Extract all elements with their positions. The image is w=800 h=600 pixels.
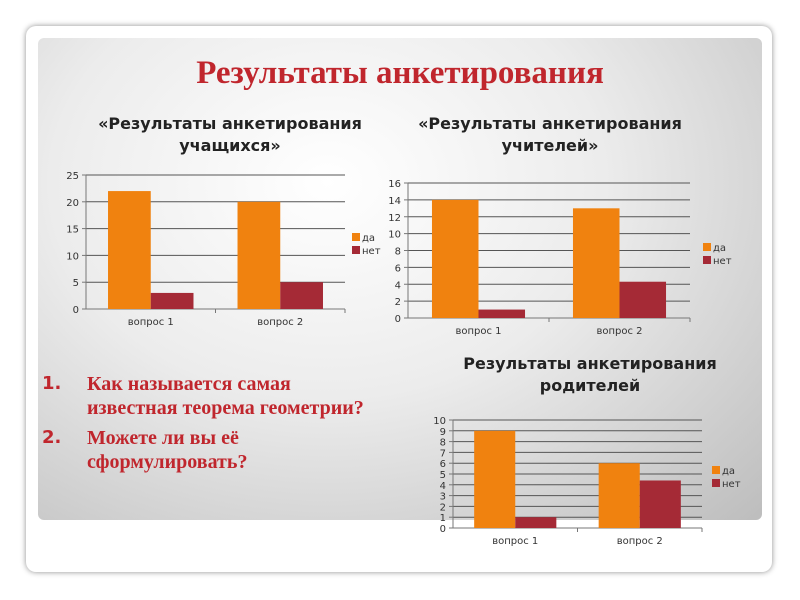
y-tick-label: 12	[388, 213, 401, 224]
slide-panel	[38, 38, 762, 520]
y-tick-label: 10	[66, 251, 79, 262]
bar-net	[150, 292, 194, 309]
y-tick-label: 7	[440, 448, 446, 459]
y-tick-label: 4	[440, 481, 446, 492]
y-tick-label: 0	[395, 314, 401, 325]
bar-da	[572, 208, 620, 318]
y-tick-label: 14	[388, 196, 401, 207]
y-tick-label: 3	[440, 492, 446, 503]
question-item: 2. Можете ли вы её сформулировать?	[42, 426, 372, 474]
y-tick-label: 0	[73, 305, 79, 316]
bar-net	[639, 480, 681, 528]
legend-swatch	[712, 466, 720, 474]
legend-swatch	[352, 233, 360, 241]
y-tick-label: 25	[66, 171, 79, 182]
legend-label: да	[722, 466, 735, 477]
legend-swatch	[703, 243, 711, 251]
y-tick-label: 5	[440, 470, 446, 481]
y-tick-label: 16	[388, 179, 401, 190]
chart-title-students: «Результаты анкетирования учащихся»	[98, 114, 362, 155]
bar-net	[280, 282, 323, 309]
y-tick-label: 1	[440, 513, 446, 524]
y-tick-label: 15	[66, 225, 79, 236]
x-tick-label: вопрос 1	[492, 536, 538, 547]
legend-swatch	[352, 246, 360, 254]
chart-title-parents: Результаты анкетирования родителей	[463, 354, 717, 395]
y-tick-label: 10	[433, 416, 446, 427]
question-number: 1.	[42, 373, 62, 394]
y-tick-label: 6	[395, 263, 401, 274]
y-tick-label: 20	[66, 198, 79, 209]
bar-net	[619, 281, 667, 318]
legend-swatch	[712, 479, 720, 487]
bar-da	[598, 463, 640, 528]
legend-label: нет	[722, 479, 741, 490]
question-list: 1. Как называется самая известная теорема…	[42, 372, 372, 480]
y-tick-label: 2	[395, 297, 401, 308]
y-tick-label: 6	[440, 459, 446, 470]
bar-da	[108, 191, 151, 309]
legend-label: да	[713, 243, 726, 254]
x-tick-label: вопрос 1	[128, 317, 174, 328]
legend-swatch	[703, 256, 711, 264]
y-tick-label: 5	[73, 278, 79, 289]
bar-da	[431, 199, 479, 318]
x-tick-label: вопрос 1	[455, 326, 501, 337]
slide-title: Результаты анкетирования	[196, 55, 604, 91]
legend-label: да	[362, 233, 375, 244]
y-tick-label: 2	[440, 502, 446, 513]
legend-label: нет	[713, 256, 732, 267]
question-text: Как называется самая известная теорема г…	[87, 373, 364, 419]
x-tick-label: вопрос 2	[617, 536, 663, 547]
y-tick-label: 9	[440, 427, 446, 438]
bar-da	[237, 201, 281, 309]
bar-da	[474, 430, 516, 528]
y-tick-label: 8	[395, 247, 401, 258]
y-tick-label: 10	[388, 230, 401, 241]
y-tick-label: 0	[440, 524, 446, 535]
x-tick-label: вопрос 2	[257, 317, 303, 328]
question-item: 1. Как называется самая известная теорема…	[42, 372, 372, 420]
chart-title-teachers: «Результаты анкетирования учителей»	[418, 114, 682, 155]
question-number: 2.	[42, 427, 62, 448]
bar-net	[478, 309, 526, 318]
legend-label: нет	[362, 246, 381, 257]
bar-net	[515, 517, 557, 528]
question-text: Можете ли вы её сформулировать?	[87, 427, 248, 473]
y-tick-label: 8	[440, 438, 446, 449]
y-tick-label: 4	[395, 280, 401, 291]
x-tick-label: вопрос 2	[596, 326, 642, 337]
